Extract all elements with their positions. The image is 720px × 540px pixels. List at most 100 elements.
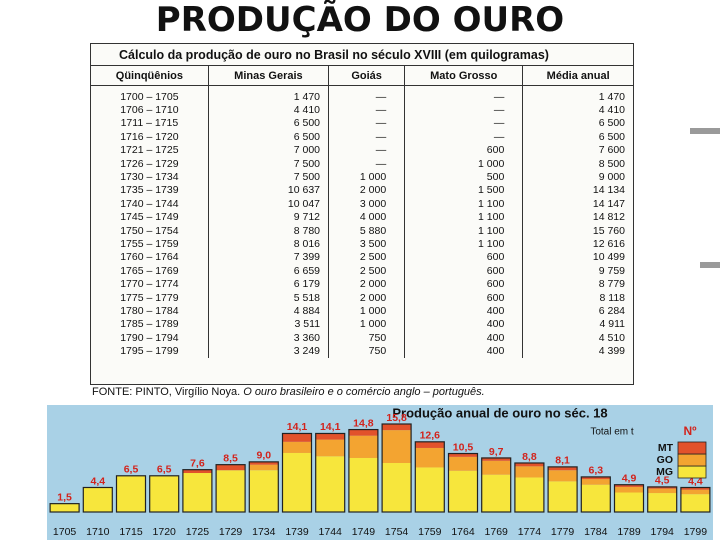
bar-segment [448,456,478,471]
x-tick-label: 1754 [385,526,409,538]
table-row: 1735 – 1739 10 637 2 000 1 500 14 134 [91,183,633,198]
bar-segment [216,464,246,471]
value-label: 14,1 [320,421,341,433]
table-cell: 1 100 [404,223,524,238]
table-cell: 7 399 [208,250,330,265]
bar-segment [581,484,611,512]
table-cell: 1721 – 1725 [91,143,209,157]
table-cell: 4 884 [208,304,330,318]
bar-segment [514,477,544,512]
bar-outline [514,462,545,513]
table-cell: 4 410 [208,103,330,117]
table-cell: — [328,103,406,117]
table-cell: 1735 – 1739 [91,183,209,198]
bar-segment [680,494,710,512]
table-cell: 6 500 [208,130,330,144]
value-label: 14,1 [287,421,308,433]
table-box: Cálculo da produção de ouro no Brasil no… [90,43,634,385]
x-tick-label: 1715 [119,526,143,538]
table-cell: 600 [404,264,524,278]
table-row: 1721 – 1725 7 000—600 7 600 [91,143,633,157]
table-cell: 5 518 [208,290,330,305]
source-title: O ouro brasileiro e o comércio anglo – p… [243,386,485,398]
column-header: Qüinqüênios [91,66,209,86]
table-cell: 1790 – 1794 [91,331,209,345]
table-cell: 7 500 [208,156,330,171]
table-row: 1770 – 1774 6 179 2 000 600 8 779 [91,277,633,291]
table-row: 1785 – 1789 3 511 1 000 400 4 911 [91,317,633,332]
table-cell: — [404,116,524,131]
chart-title: Produção anual de ouro no séc. 18 [392,405,607,420]
table-cell: 6 500 [208,116,330,131]
table-cell: 3 249 [208,344,330,358]
table-cell: 400 [404,331,524,345]
bar-segment [348,429,378,436]
table-cell: 400 [404,344,524,358]
table-cell: 4 399 [598,345,625,358]
bar-segment [83,487,113,512]
table-cell: 6 284 [598,304,625,317]
table-cell: 7 500 [208,170,330,184]
table-cell: 400 [404,317,524,332]
bar-segment [415,447,445,468]
bar-segment [116,475,146,512]
table-cell: 4 000 [328,210,406,224]
bar-outline [613,484,645,513]
table-cell: 1765 – 1769 [91,264,209,278]
table-row: 1700 – 1705 1 470— —1 470 [91,85,633,104]
bar-segment [50,503,80,512]
table-caption: Cálculo da produção de ouro no Brasil no… [91,44,633,66]
x-tick-label: 1784 [584,526,608,538]
table-cell: 1755 – 1759 [91,237,209,251]
bar-segment [614,486,644,493]
value-label: 7,6 [190,457,205,469]
bar-segment [415,441,445,448]
table-cell: 1 000 [328,170,406,184]
bar-segment [581,479,611,485]
table-cell: 1 470 [208,85,330,104]
bar-outline [447,452,479,513]
x-tick-label: 1710 [86,526,110,538]
bar-segment [448,470,478,512]
table-cell: 8 016 [208,237,330,251]
table-cell: 6 500 [598,117,625,130]
bar-segment [614,484,644,487]
table-cell: 2 000 [328,183,406,198]
table-cell: 1785 – 1789 [91,317,209,332]
value-label: 1,5 [57,491,72,503]
unit-label: Total em t [590,427,634,438]
x-tick-label: 1799 [684,526,708,538]
table-cell: 3 360 [208,331,330,345]
bar-outline [281,432,313,513]
bar-segment [548,470,578,482]
bar-outline [248,461,279,513]
legend-label: Nº [683,424,697,438]
x-tick-label: 1794 [651,526,675,538]
bar-outline [49,503,80,513]
bar-outline [115,475,147,513]
data-table: Qüinqüênios Minas Gerais Goiás Mato Grosso M… [91,66,633,358]
bar-segment [315,433,345,440]
table-row: 1760 – 1764 7 399 2 500 600 10 499 [91,250,633,265]
table-cell: 1 500 [404,183,524,198]
bar-segment [481,474,511,512]
header-row: Qüinqüênios Minas Gerais Goiás Mato Grosso M… [91,66,633,86]
slide-title: PRODUÇÃO DO OURO [155,0,565,40]
table-cell: 6 179 [208,277,330,291]
table-cell: 1795 – 1799 [91,344,209,358]
bar-segment [249,470,279,512]
legend-label: MG [656,466,673,478]
table-cell: — [328,130,406,144]
bar-segment [680,489,710,495]
x-tick-label: 1739 [285,526,309,538]
bar-outline [215,464,246,513]
table-row: 1790 – 1794 3 360 750 400 4 510 [91,331,633,345]
x-tick-label: 1705 [53,526,77,538]
x-tick-label: 1779 [551,526,575,538]
table-body: 1700 – 1705 1 470— —1 470 1706 – 1710 4 410—… [91,85,633,358]
x-tick-label: 1764 [451,526,475,538]
bar-segment [282,441,312,453]
table-cell: 2 000 [328,277,406,291]
bar-segment [282,452,312,512]
table-cell: 14 812 [592,211,625,224]
